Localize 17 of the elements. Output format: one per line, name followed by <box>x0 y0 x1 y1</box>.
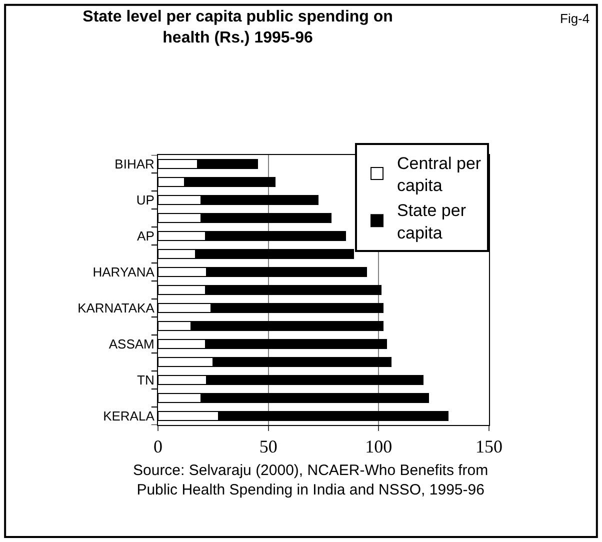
y-tick-label: ASSAM <box>108 336 154 352</box>
x-tick-label: 0 <box>154 436 162 457</box>
chart-title: State level per capita public spending on health (Rs.) 1995-96 <box>82 8 393 46</box>
y-tick-label: KARNATAKA <box>78 300 155 316</box>
y-tick-label: AP <box>137 228 154 244</box>
y-tick-label: TN <box>137 372 154 388</box>
legend-label: State per capita <box>397 201 466 242</box>
x-tick-label: 150 <box>476 436 502 457</box>
y-tick-label: UP <box>136 192 154 208</box>
text: Fig-4 <box>560 11 590 26</box>
y-tick-label: KERALA <box>103 408 155 424</box>
y-tick-label: BIHAR <box>114 156 154 172</box>
x-tick-label: 100 <box>365 436 392 457</box>
legend-label: Central per capita <box>397 154 482 196</box>
source-note: Source: Selvaraju (2000), NCAER-Who Benefits from Public Health Spending in India and NSSO, 1995-96 <box>133 462 488 498</box>
x-tick-label: 50 <box>259 436 278 457</box>
y-tick-label: HARYANA <box>92 264 155 280</box>
